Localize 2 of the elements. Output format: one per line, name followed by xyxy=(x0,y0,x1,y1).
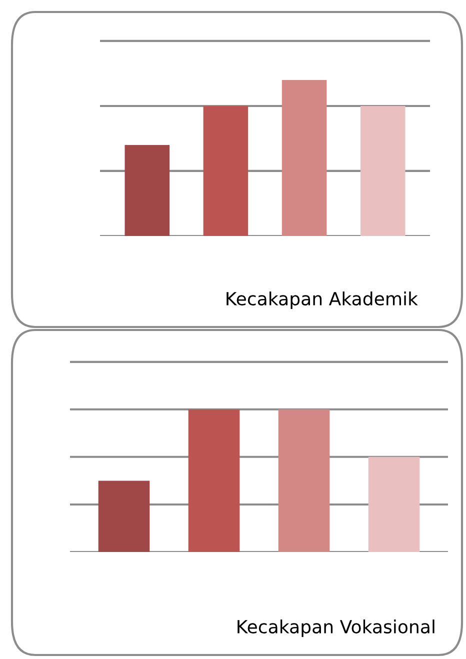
text: Kecakapan Akademik xyxy=(226,292,418,309)
text: Kecakapan Vokasional xyxy=(238,620,434,637)
